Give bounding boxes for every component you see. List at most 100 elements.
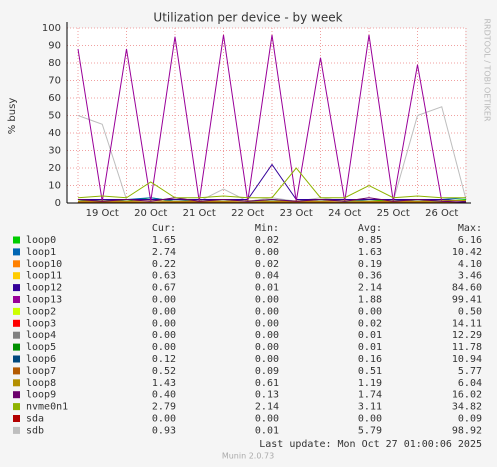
legend-cur: 1.43	[152, 378, 176, 389]
x-tick-label: 19 Oct	[86, 208, 119, 219]
y-tick-label: 90	[48, 41, 61, 52]
legend-avg: 3.11	[358, 402, 382, 413]
legend-header: Cur:	[152, 223, 176, 234]
legend-swatch	[13, 343, 20, 351]
legend-cur: 0.00	[152, 318, 176, 329]
y-tick-label: 60	[48, 93, 61, 104]
legend-cur: 0.63	[152, 271, 176, 282]
legend-avg: 2.14	[358, 283, 382, 294]
legend-cur: 0.00	[152, 295, 176, 306]
legend-min: 2.14	[255, 402, 279, 413]
legend-max: 10.42	[452, 247, 482, 258]
legend-avg: 0.85	[358, 235, 382, 246]
legend-min: 0.04	[255, 271, 279, 282]
footer: Munin 2.0.73	[222, 452, 274, 461]
legend-max: 11.78	[452, 342, 482, 353]
legend-label: loop6	[26, 354, 56, 365]
chart-title: Utilization per device - by week	[153, 11, 342, 25]
legend-label: loop2	[26, 306, 56, 317]
legend-max: 4.10	[458, 259, 482, 270]
legend-max: 84.60	[452, 283, 482, 294]
legend-avg: 0.01	[358, 330, 382, 341]
legend-max: 0.50	[458, 306, 482, 317]
legend-avg: 1.19	[358, 378, 382, 389]
series-line	[77, 167, 466, 199]
y-tick-label: 80	[48, 58, 61, 69]
legend-cur: 0.00	[152, 330, 176, 341]
y-tick-label: 30	[48, 146, 61, 157]
legend-cur: 0.93	[152, 425, 176, 436]
legend-cur: 2.74	[152, 247, 176, 258]
legend-min: 0.00	[255, 342, 279, 353]
legend-max: 5.77	[458, 366, 482, 377]
x-tick-label: 25 Oct	[377, 208, 410, 219]
legend-max: 0.09	[458, 414, 482, 425]
legend-min: 0.01	[255, 425, 279, 436]
legend-max: 10.94	[452, 354, 482, 365]
y-tick-label: 0	[55, 198, 61, 209]
legend-swatch	[13, 355, 20, 363]
legend-avg: 0.02	[358, 318, 382, 329]
legend-cur: 0.22	[152, 259, 176, 270]
legend-header: Avg:	[358, 223, 382, 234]
legend-label: nvme0n1	[26, 402, 68, 413]
legend-avg: 5.79	[358, 425, 382, 436]
legend-min: 0.00	[255, 295, 279, 306]
legend-avg: 1.88	[358, 295, 382, 306]
legend-min: 0.00	[255, 414, 279, 425]
legend-swatch	[13, 403, 20, 411]
legend-cur: 0.00	[152, 342, 176, 353]
legend-cur: 0.00	[152, 414, 176, 425]
legend-avg: 1.63	[358, 247, 382, 258]
legend-label: loop0	[26, 235, 56, 246]
y-tick-label: 10	[48, 181, 61, 192]
legend-label: loop9	[26, 390, 56, 401]
y-tick-label: 50	[48, 111, 61, 122]
legend-swatch	[13, 307, 20, 315]
legend-avg: 0.00	[358, 414, 382, 425]
legend-swatch	[13, 331, 20, 339]
x-tick-label: 23 Oct	[280, 208, 313, 219]
series-line	[77, 197, 467, 203]
y-tick-label: 40	[48, 128, 61, 139]
legend-min: 0.02	[255, 235, 279, 246]
legend-label: loop7	[26, 366, 56, 377]
legend-max: 98.92	[452, 425, 482, 436]
x-tick-label: 20 Oct	[134, 208, 167, 219]
legend-min: 0.61	[255, 378, 279, 389]
legend-swatch	[13, 248, 20, 256]
legend-header: Min:	[255, 223, 279, 234]
legend-avg: 0.19	[358, 259, 382, 270]
y-axis-label: % busy	[7, 98, 18, 135]
legend-min: 0.00	[255, 318, 279, 329]
legend-swatch	[13, 426, 20, 434]
legend-label: sda	[26, 414, 44, 425]
legend-label: sdb	[26, 425, 44, 436]
legend-swatch	[13, 319, 20, 327]
legend-avg: 0.51	[358, 366, 382, 377]
legend-swatch	[13, 236, 20, 244]
legend-label: loop4	[26, 330, 56, 341]
legend-max: 6.04	[458, 378, 482, 389]
legend-label: loop3	[26, 318, 56, 329]
x-tick-label: 21 Oct	[183, 208, 216, 219]
legend-label: loop5	[26, 342, 56, 353]
legend-cur: 0.52	[152, 366, 176, 377]
legend-max: 14.11	[452, 318, 482, 329]
legend-swatch	[13, 415, 20, 422]
legend-header: Max:	[458, 223, 482, 234]
x-tick-label: 22 Oct	[231, 208, 264, 219]
legend-label: loop8	[26, 378, 56, 389]
legend-min: 0.13	[255, 390, 279, 401]
legend-swatch	[13, 284, 20, 292]
legend-max: 3.46	[458, 271, 482, 282]
legend-label: loop11	[26, 271, 62, 282]
x-tick-label: 26 Oct	[425, 208, 458, 219]
legend-cur: 0.12	[152, 354, 176, 365]
series-line	[78, 163, 467, 202]
x-tick-label: 24 Oct	[328, 208, 361, 219]
legend-min: 0.00	[255, 306, 279, 317]
legend-swatch	[13, 272, 20, 280]
legend-min: 0.00	[255, 330, 279, 341]
